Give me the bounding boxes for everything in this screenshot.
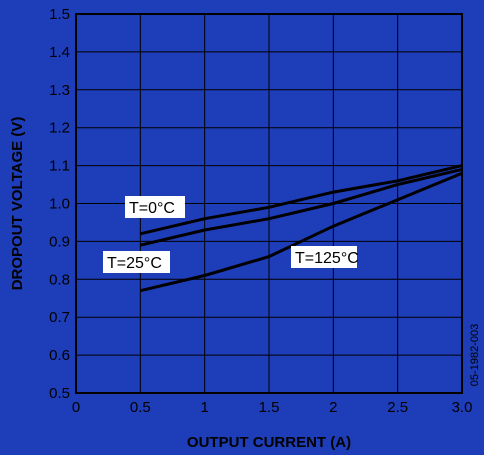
x-axis-label: OUTPUT CURRENT (A) — [187, 434, 351, 451]
series-line-1 — [139, 167, 463, 247]
y-tick-label: 0.7 — [49, 309, 70, 326]
y-tick-label: 1.5 — [49, 6, 70, 23]
x-tick-label: 2 — [329, 399, 337, 416]
y-tick-label: 1.4 — [49, 44, 70, 61]
series-label-box-2 — [291, 246, 357, 268]
series-label-1: T=25°C — [107, 255, 162, 272]
y-tick-label: 1.0 — [49, 196, 70, 213]
y-tick-label: 1.1 — [49, 158, 70, 175]
y-tick-label: 0.9 — [49, 233, 70, 250]
series-line-2 — [139, 171, 463, 293]
y-axis-label: DROPOUT VOLTAGE (V) — [9, 117, 26, 291]
figure-code-watermark: 05-1982-003 — [469, 324, 481, 386]
series-line-0 — [139, 164, 463, 236]
series-label-box-1 — [103, 251, 170, 273]
plot-frame — [75, 13, 463, 394]
x-tick-label: 1.5 — [259, 399, 280, 416]
x-tick-label: 3.0 — [452, 399, 473, 416]
series-label-box-0 — [125, 196, 185, 218]
series-label-2: T=125°C — [295, 250, 359, 267]
y-tick-label: 1.2 — [49, 120, 70, 137]
y-tick-label: 0.6 — [49, 347, 70, 364]
y-tick-label: 0.5 — [49, 385, 70, 402]
series-label-0: T=0°C — [129, 200, 175, 217]
y-tick-label: 0.8 — [49, 271, 70, 288]
x-tick-label: 0.5 — [130, 399, 151, 416]
x-tick-label: 1 — [200, 399, 208, 416]
x-tick-label: 0 — [72, 399, 80, 416]
y-tick-label: 1.3 — [49, 82, 70, 99]
x-tick-label: 2.5 — [387, 399, 408, 416]
